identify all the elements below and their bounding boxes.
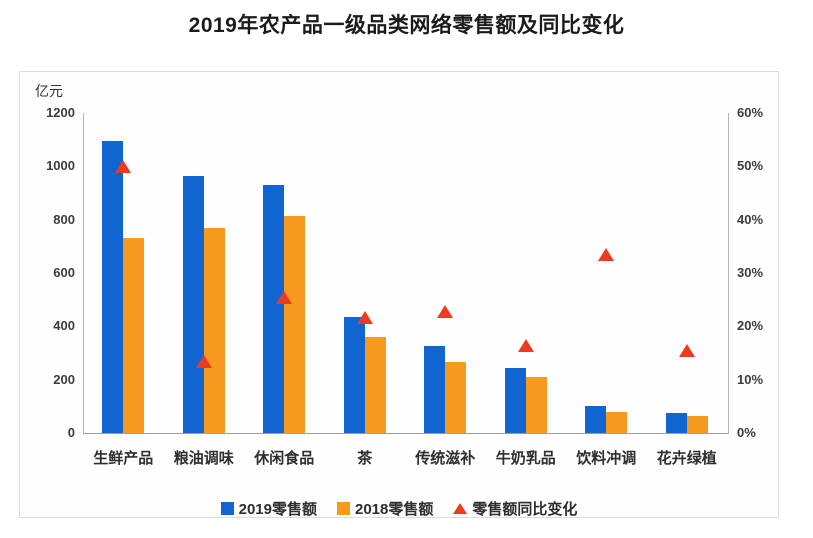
x-axis-label: 生鲜产品	[93, 450, 154, 467]
bar-2019零售额	[504, 367, 526, 433]
chart-legend: 2019零售额 2018零售额 零售额同比变化	[20, 498, 778, 519]
bar-2019零售额	[343, 317, 365, 433]
y-axis-tick-right: 30%	[737, 265, 764, 280]
plot-area	[83, 113, 729, 434]
y-axis-tick-right: 20%	[737, 318, 764, 334]
y-axis-tick-left: 400	[53, 318, 75, 334]
yoy-triangle-marker	[678, 343, 695, 357]
y-axis-tick-left: 600	[53, 265, 75, 280]
x-axis-label: 休闲食品	[254, 450, 315, 467]
legend-swatch-triangle	[453, 503, 468, 514]
bar-2018零售额	[123, 238, 145, 433]
y-axis-tick-right: 60%	[737, 105, 764, 120]
yoy-triangle-marker	[437, 305, 454, 319]
bar-2019零售额	[424, 346, 446, 433]
bar-2019零售额	[102, 141, 124, 433]
x-axis-label: 花卉绿植	[656, 450, 717, 467]
x-axis-label: 牛奶乳品	[495, 450, 556, 467]
y-axis-tick-left: 200	[53, 371, 75, 387]
bar-2018零售额	[445, 362, 467, 433]
yoy-triangle-marker	[598, 247, 615, 261]
bar-2018零售额	[284, 215, 306, 433]
bar-2018零售额	[203, 227, 225, 433]
legend-swatch-square	[336, 502, 350, 515]
legend-label: 2019零售额	[238, 501, 317, 518]
y-axis-tick-right: 40%	[737, 211, 764, 227]
legend-item: 2019零售额	[220, 498, 317, 519]
left-axis-unit-label: 亿元	[35, 83, 63, 99]
y-axis-tick-left: 1200	[46, 105, 75, 120]
legend-label: 2018零售额	[354, 501, 434, 518]
bar-2019零售额	[182, 175, 204, 433]
yoy-triangle-marker	[115, 159, 132, 173]
legend-swatch-square	[220, 502, 234, 515]
yoy-triangle-marker	[517, 338, 534, 352]
x-axis-label: 茶	[357, 450, 373, 467]
legend-label: 零售额同比变化	[472, 501, 578, 518]
bar-2019零售额	[665, 413, 687, 433]
chart-card: 亿元 1200 1000 800 600 400 200 0 60% 50% 40% 30% 20%…	[19, 71, 779, 518]
bar-2019零售额	[585, 406, 607, 433]
y-axis-tick-right: 0%	[737, 425, 756, 440]
bar-2018零售额	[364, 337, 386, 433]
legend-item: 2018零售额	[336, 498, 434, 519]
legend-item: 零售额同比变化	[453, 498, 577, 519]
y-axis-tick-right: 50%	[737, 158, 764, 174]
yoy-triangle-marker	[276, 290, 293, 304]
bar-2019零售额	[263, 185, 285, 433]
bar-2018零售额	[606, 412, 628, 433]
x-axis-label: 传统滋补	[415, 450, 476, 467]
x-axis-label: 饮料冲调	[576, 450, 637, 467]
y-axis-tick-left: 0	[67, 425, 75, 440]
bar-2018零售额	[686, 416, 708, 433]
y-axis-tick-right: 10%	[737, 371, 764, 387]
y-axis-tick-left: 1000	[46, 158, 75, 174]
yoy-triangle-marker	[195, 355, 212, 369]
x-axis-label: 粮油调味	[173, 450, 234, 467]
y-axis-tick-left: 800	[53, 211, 75, 227]
chart-title: 2019年农产品一级品类网络零售额及同比变化	[188, 14, 625, 37]
bar-2018零售额	[525, 377, 547, 433]
yoy-triangle-marker	[356, 311, 373, 325]
